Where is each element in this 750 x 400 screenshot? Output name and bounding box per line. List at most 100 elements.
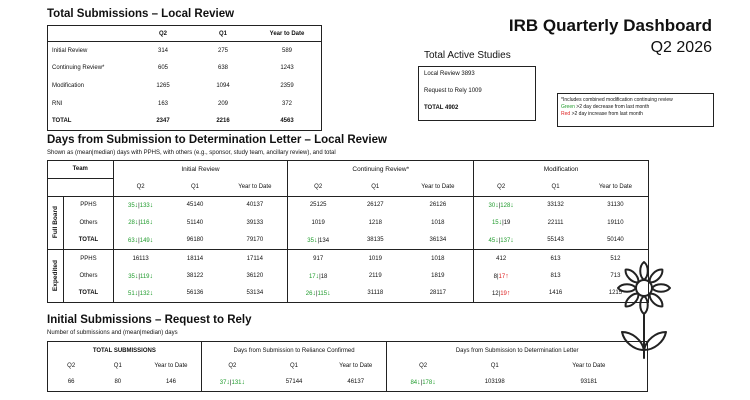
rely-table: TOTAL SUBMISSIONS Days from Submission t… (47, 341, 648, 392)
summary-cell-q2: 1265 (156, 82, 170, 89)
cell-value: 1019 (368, 255, 382, 262)
cell-value: 713 (610, 273, 621, 280)
active-studies-box: Local Review 3893 Request to Rely 1009 T… (418, 66, 536, 121)
data-cell: 22111 (528, 214, 583, 231)
cell-median: 137 (500, 237, 511, 244)
cell-median: 133 (139, 202, 150, 209)
col-header: Year to Date (402, 178, 475, 197)
rely-col-header: Year to Date (324, 359, 388, 373)
table-row: Others 35↓|119↓ 38122 36120 17↓|18 2119 1819 8|… (48, 267, 649, 285)
data-cell: 1215 (583, 285, 649, 303)
cell-mean: 35 (128, 273, 135, 280)
rely-value: 146 (165, 379, 176, 385)
cell-value: 40137 (246, 202, 264, 209)
rely-col-header: Q2 (67, 363, 76, 369)
separator: | (229, 379, 232, 386)
data-cell: 35↓|134 (288, 232, 348, 250)
summary-table: Q2 Q1 Year to Date Initial Review 314 275 5… (47, 25, 322, 131)
row-label: Others (63, 267, 114, 285)
dashboard-title: IRB Quarterly Dashboard (508, 16, 712, 35)
down-arrow-icon: ↓ (241, 378, 246, 386)
rely-cell: 93181 (531, 373, 648, 392)
rely-col-header: Q2 (419, 363, 428, 369)
cell-median: 115 (317, 290, 328, 297)
table-row: TOTAL 63↓|149↓ 96180 79170 35↓|134 38135 36134… (48, 231, 649, 250)
rely-value: 57144 (285, 379, 303, 385)
rely-col-header: Q1 (290, 363, 299, 369)
rely-group-determination: Days from Submission to Determination Le… (455, 347, 579, 354)
active-request-to-rely: Request to Rely 1009 (424, 88, 482, 94)
legend-note: *Includes combined modification continui… (561, 97, 673, 103)
cell-value: 36120 (246, 273, 264, 280)
cell-mean: 35 (307, 237, 314, 244)
down-arrow-icon: ↓ (149, 289, 154, 297)
summary-title: Total Submissions – Local Review (47, 8, 235, 20)
separator: | (496, 273, 499, 280)
data-cell: 26126 (402, 195, 475, 215)
down-arrow-icon: ↓ (134, 219, 139, 227)
cell-value: 38122 (186, 273, 204, 280)
summary-cell-q1: 209 (217, 100, 228, 107)
down-arrow-icon: ↓ (432, 378, 436, 386)
summary-row-label: TOTAL (52, 118, 72, 125)
data-cell: 1019 (347, 248, 403, 268)
cell-median: 132 (139, 290, 150, 297)
summary-cell-q1: 2216 (216, 118, 230, 125)
data-cell: 26127 (347, 195, 403, 215)
rely-title: Initial Submissions – Request to Rely (47, 314, 252, 326)
cell-mean: 28 (128, 220, 135, 227)
data-cell: 31118 (348, 285, 403, 303)
legend-red-text: >2 day increase from last month (570, 111, 643, 117)
separator: | (138, 220, 140, 227)
summary-row-label: Continuing Review* (52, 65, 105, 72)
flower-icon (617, 261, 671, 359)
rely-subtitle: Number of submissions and (mean|median) … (47, 330, 178, 336)
down-arrow-icon: ↓ (510, 201, 514, 209)
cell-value: 31118 (367, 290, 384, 297)
separator: | (498, 290, 501, 297)
summary-cell-q1: 275 (217, 47, 228, 54)
cell-value: 53134 (246, 290, 264, 297)
cell-value: 36134 (429, 237, 447, 244)
col-header: Q2 (497, 184, 506, 191)
days-title: Days from Submission to Determination Le… (47, 134, 387, 146)
down-arrow-icon: ↓ (313, 236, 318, 244)
data-cell: 1018 (402, 248, 475, 268)
separator: | (502, 220, 504, 227)
data-cell: 28117 (402, 284, 475, 303)
cell-value: 51140 (186, 219, 204, 226)
rely-col-header: Year to Date (572, 363, 606, 369)
cell-mean: 30 (488, 202, 496, 209)
data-cell: 55143 (528, 232, 583, 250)
row-label: PPHS (63, 195, 114, 215)
separator: | (317, 237, 320, 244)
summary-row: TOTAL 2347 2216 4563 (48, 112, 322, 130)
cell-value: 19110 (607, 219, 624, 226)
cell-median: 18 (320, 273, 328, 280)
rely-median: 131 (231, 379, 242, 386)
summary-col-q1: Q1 (193, 25, 253, 42)
cell-value: 38135 (366, 237, 384, 244)
data-cell: 15↓|19 (474, 214, 529, 231)
data-cell: 63↓|149↓ (113, 232, 168, 250)
summary-cell-q1: 638 (217, 65, 228, 72)
separator: | (498, 202, 501, 209)
col-header: Q1 (551, 184, 560, 191)
data-cell: 36134 (402, 231, 475, 250)
cell-median: 19 (503, 220, 511, 227)
data-cell: 35↓|119↓ (113, 267, 168, 284)
down-arrow-icon: ↓ (226, 378, 230, 386)
data-cell: 96180 (168, 232, 223, 250)
group-continuing-review: Continuing Review* (287, 160, 475, 179)
separator: | (319, 273, 321, 280)
down-arrow-icon: ↓ (417, 378, 421, 386)
rely-cell: 37↓|131↓ (201, 373, 263, 392)
data-cell: 19110 (583, 214, 649, 231)
summary-cell-ytd: 4563 (280, 118, 294, 125)
rely-col-header: Q1 (113, 363, 122, 369)
team-header: Team (47, 160, 114, 179)
up-arrow-icon: ↑ (505, 272, 509, 280)
cell-value: 1218 (368, 219, 382, 226)
data-cell: 917 (287, 248, 348, 268)
down-arrow-icon: ↓ (495, 236, 499, 244)
